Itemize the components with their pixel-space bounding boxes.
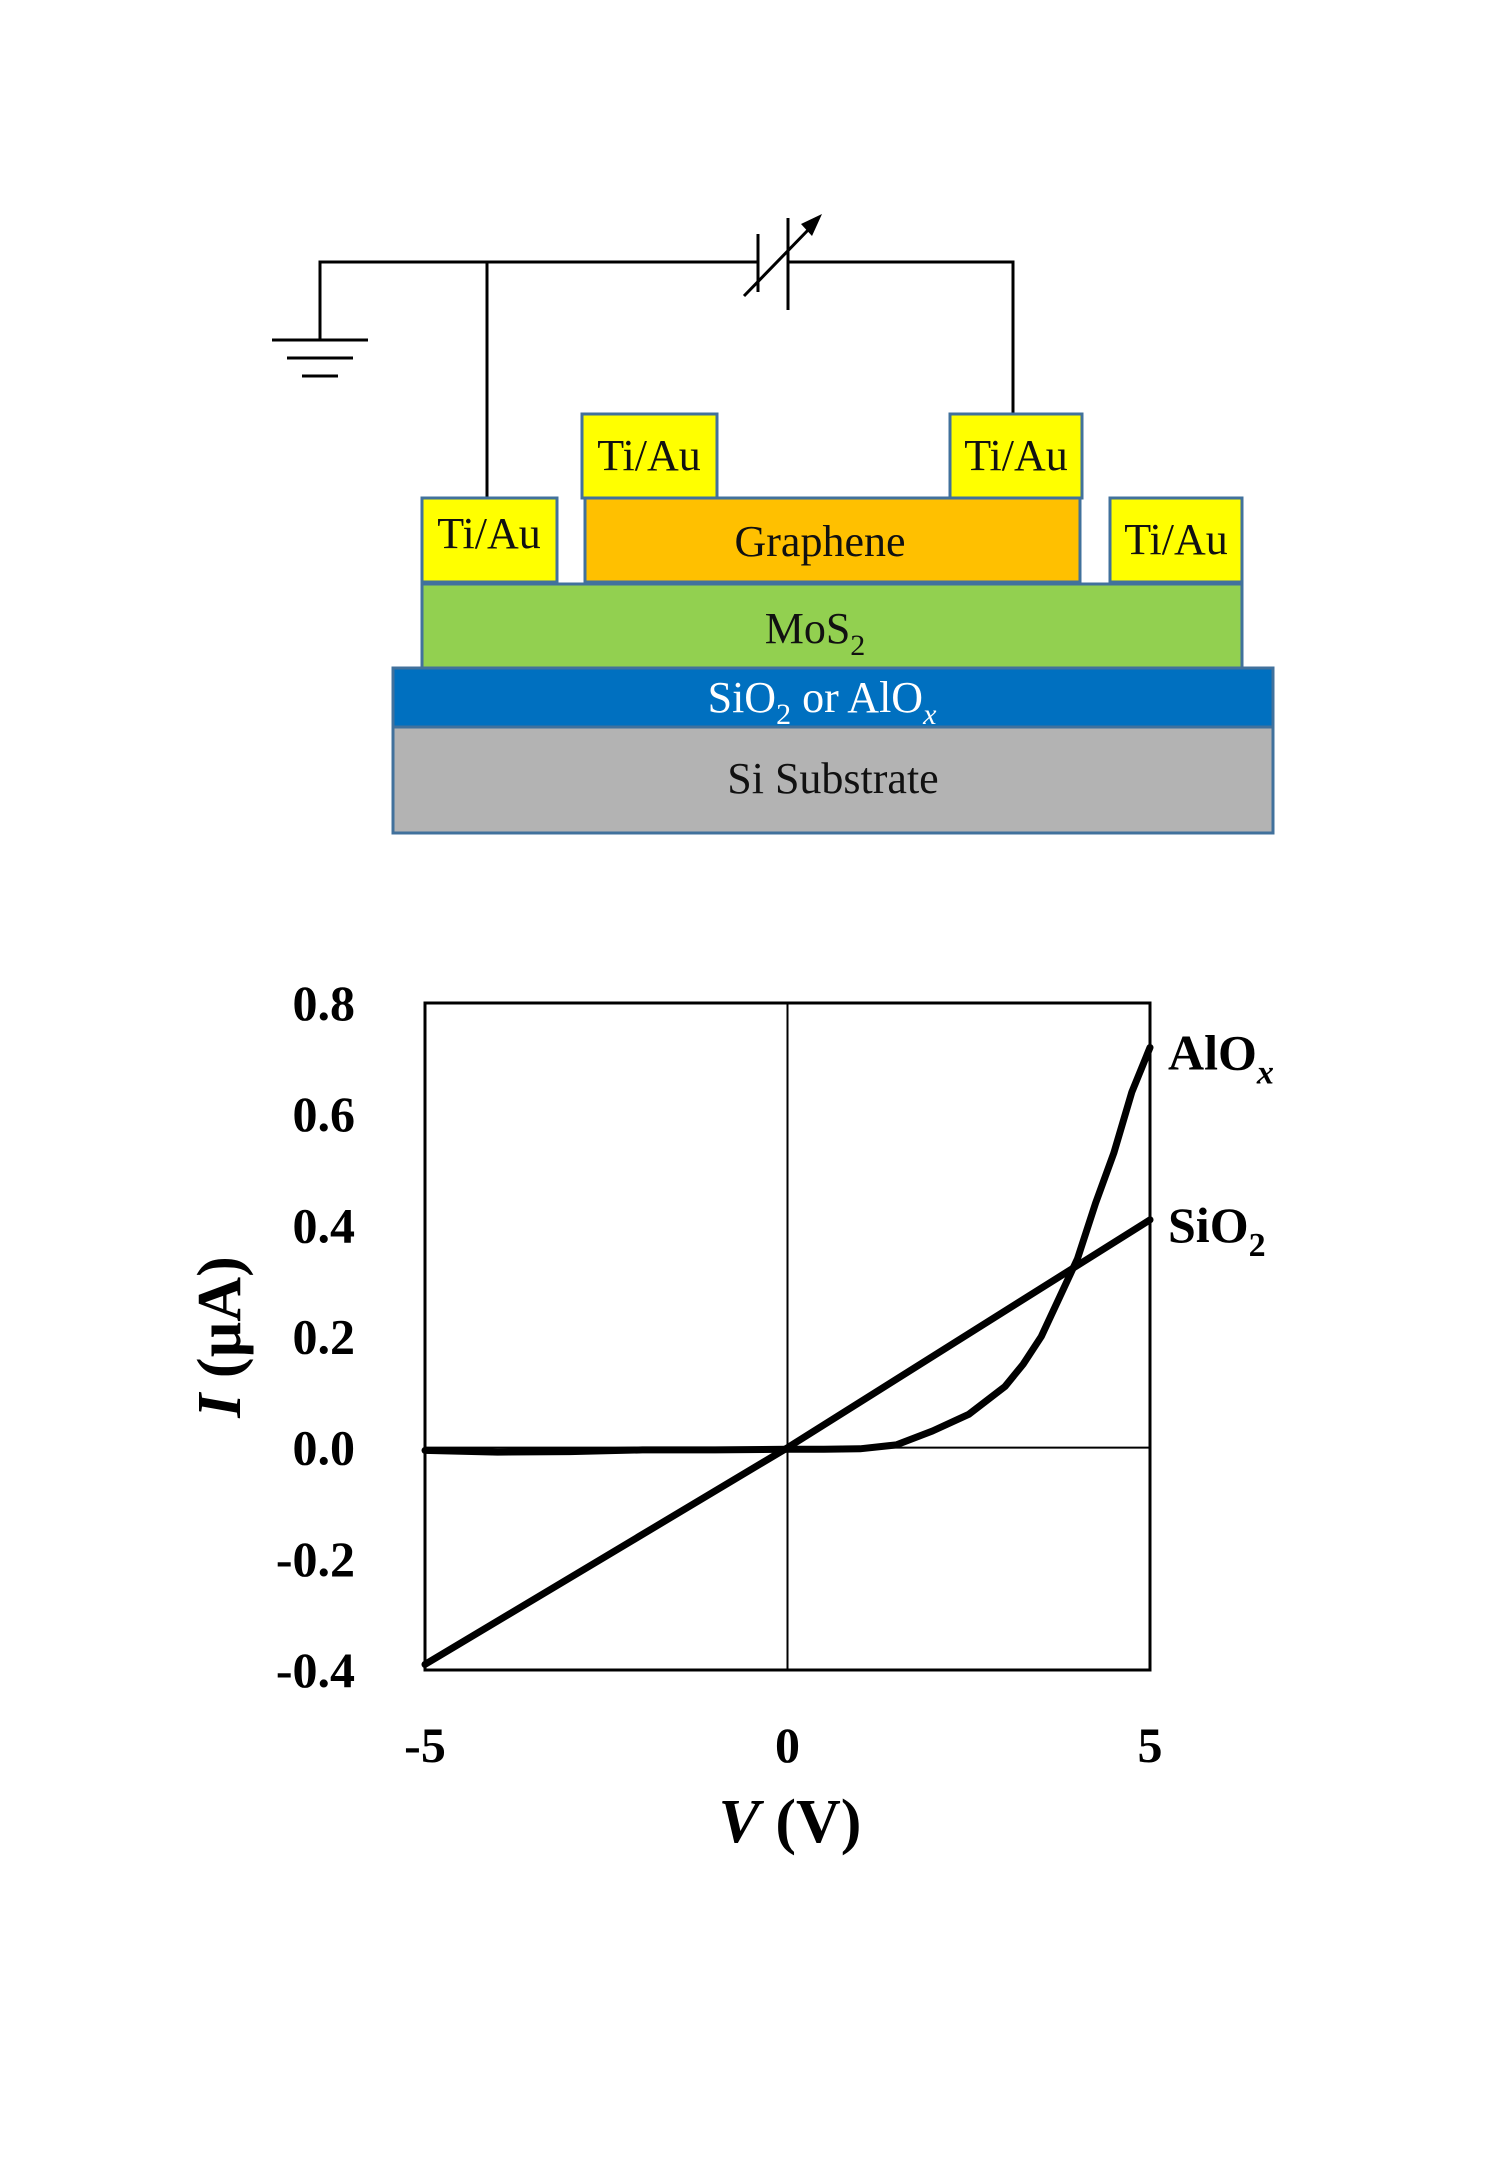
y-tick-label-0: 0.8 — [293, 975, 356, 1031]
contact-right-inner — [948, 412, 1084, 500]
y-tick-label-4: 0.0 — [293, 1420, 356, 1476]
y-axis-title: I (µA) — [186, 1256, 254, 1418]
contact-left-inner-label: Ti/Au — [597, 431, 701, 480]
graphene-label: Graphene — [734, 517, 905, 566]
dielectric-sub-a: 2 — [776, 698, 791, 731]
x-tick-label-1: 0 — [775, 1717, 800, 1773]
x-tick-label-0: -5 — [404, 1717, 446, 1773]
y-axis-unit: (µA) — [186, 1256, 254, 1393]
mos2-label: MoS2 — [765, 604, 866, 662]
iv-chart: 0.8 0.6 0.4 0.2 0.0 -0.2 -0.4 -5 0 5 SiO2 AlOx I … — [186, 975, 1274, 1856]
mos2-label-sub: 2 — [850, 629, 865, 662]
wire-right — [788, 260, 1015, 414]
series-label-0: SiO2 — [1168, 1197, 1266, 1264]
series-label-1: AlOx — [1168, 1024, 1274, 1091]
contact-left-outer — [420, 496, 559, 584]
x-tick-labels: -5 0 5 — [404, 1717, 1162, 1773]
y-tick-label-1: 0.6 — [293, 1086, 356, 1142]
contact-left-outer-label: Ti/Au — [437, 509, 541, 558]
source-icon — [742, 214, 822, 310]
dielectric-label: SiO2 or AlOx — [708, 673, 937, 731]
x-tick-label-2: 5 — [1138, 1717, 1163, 1773]
ground-icon — [272, 338, 368, 378]
y-tick-label-6: -0.4 — [276, 1642, 355, 1698]
mos2-label-main: MoS — [765, 604, 851, 653]
series-labels: SiO2 AlOx — [1168, 1024, 1274, 1263]
mos2-layer — [420, 582, 1244, 670]
y-tick-label-3: 0.2 — [293, 1309, 356, 1365]
series-line-1 — [421, 1044, 1154, 1456]
device-diagram: Si Substrate SiO2 or AlOx MoS2 Graphene … — [272, 214, 1275, 835]
dielectric-sub-b: x — [922, 698, 937, 731]
dielectric-label-mid: or AlO — [791, 673, 923, 722]
series-lines — [421, 1044, 1154, 1668]
dielectric-layer — [391, 666, 1275, 729]
y-tick-label-2: 0.4 — [293, 1197, 356, 1253]
circuit — [272, 214, 1015, 498]
contact-left-inner — [580, 412, 719, 500]
contact-right-outer — [1108, 496, 1244, 584]
x-axis-title: V (V) — [719, 1788, 862, 1856]
y-axis-symbol: I — [186, 1392, 254, 1419]
wire-top — [318, 260, 758, 340]
substrate-label: Si Substrate — [727, 754, 938, 803]
x-axis-symbol: V — [719, 1788, 765, 1856]
x-axis-unit: (V) — [760, 1788, 862, 1856]
contact-right-outer-label: Ti/Au — [1124, 515, 1228, 564]
dielectric-label-a: SiO — [708, 673, 776, 722]
y-tick-label-5: -0.2 — [276, 1531, 355, 1587]
contact-right-inner-label: Ti/Au — [964, 431, 1068, 480]
graphene-layer — [583, 496, 1082, 584]
y-tick-labels: 0.8 0.6 0.4 0.2 0.0 -0.2 -0.4 — [276, 975, 355, 1698]
